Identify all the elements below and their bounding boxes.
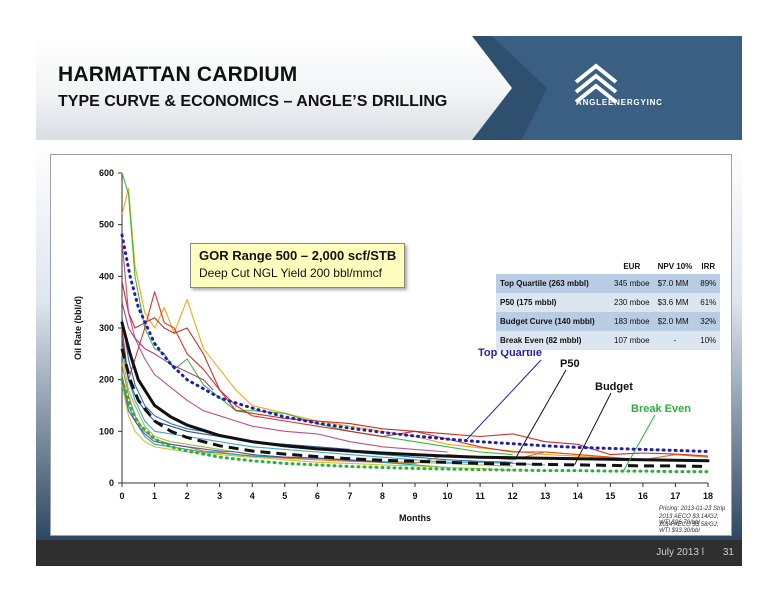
well-series-line-2 [121, 172, 513, 456]
ngl-yield-text: Deep Cut NGL Yield 200 bbl/mmcf [199, 266, 382, 280]
x-tick-label: 13 [540, 491, 550, 501]
y-tick-label: 600 [99, 168, 114, 178]
type-curve-chart: 0 1 2 3 4 5 6 7 8 9 10 11 12 13 14 15 16 17 18010020030040… [73, 168, 713, 523]
y-axis-title: Oil Rate (bbl/d) [73, 296, 83, 360]
y-tick-label: 0 [109, 478, 114, 488]
y-tick-label: 400 [99, 271, 114, 281]
y-tick-label: 100 [99, 426, 114, 436]
budget-pointer [574, 392, 612, 466]
slide-subtitle: TYPE CURVE & ECONOMICS – ANGLE’S DRILLIN… [58, 93, 448, 110]
slide-header: HARMATTAN CARDIUM TYPE CURVE & ECONOMICS… [36, 36, 742, 140]
row-label: P50 (175 mbbl) [496, 293, 610, 312]
x-tick-label: 16 [638, 491, 648, 501]
y-tick-label: 500 [99, 220, 114, 230]
x-tick-label: 17 [670, 491, 680, 501]
eur-value: 183 mboe [610, 312, 654, 331]
footer-date: July 2013 l [656, 547, 704, 558]
p50-pointer [515, 369, 567, 458]
y-tick-label: 200 [99, 375, 114, 385]
p50-label: P50 [560, 358, 580, 370]
pricing-line1: Pricing: 2013-01-23 Strip [659, 506, 726, 512]
logo-text: ANGLEENERGYINC [576, 98, 663, 107]
x-tick-label: 5 [282, 491, 287, 501]
slide-footer: July 2013 l 31 [36, 540, 742, 566]
slide-title: HARMATTAN CARDIUM [58, 63, 298, 86]
economics-header-blank [496, 258, 610, 274]
break-even-type-curve [120, 378, 710, 474]
slide-body: 0 1 2 3 4 5 6 7 8 9 10 11 12 13 14 15 16 17 18 0 100 200 300 40… [36, 140, 742, 540]
well-series-line-1 [121, 187, 709, 462]
npv-value: $3.6 MM [653, 293, 697, 312]
x-tick-label: 0 [119, 491, 124, 501]
economics-row-break-even: Break Even (82 mbbl) 107 mboe - 10% [496, 331, 721, 350]
x-tick-label: 18 [703, 491, 713, 501]
well-series-line-4 [121, 291, 611, 458]
well-series-line-13 [121, 384, 513, 471]
break-even-label: Break Even [631, 403, 691, 415]
well-series-line-11 [121, 302, 214, 391]
x-tick-label: 10 [443, 491, 453, 501]
pricing-line3: 2014 AECO $3.58/GJ; WTI $93.30/bbl [659, 522, 719, 534]
gor-callout: GOR Range 500 – 2,000 scf/STB Deep Cut N… [190, 243, 405, 288]
top-quartile-pointer [466, 359, 542, 440]
eur-value: 345 mboe [610, 274, 654, 293]
x-tick-label: 14 [573, 491, 583, 501]
page-number: 31 [722, 547, 734, 558]
pricing-line2: 2013 AECO $3.14/GJ; WTI $96.70/bbl [659, 514, 719, 526]
break-even-pointer [622, 414, 656, 472]
x-tick-label: 1 [152, 491, 157, 501]
x-tick-label: 3 [217, 491, 222, 501]
x-tick-label: 6 [315, 491, 320, 501]
slide: HARMATTAN CARDIUM TYPE CURVE & ECONOMICS… [36, 36, 742, 566]
x-tick-label: 2 [185, 491, 190, 501]
economics-header-row: EUR NPV 10% IRR [496, 258, 720, 274]
y-tick-label: 300 [99, 323, 114, 333]
npv-value: $7.0 MM [653, 274, 697, 293]
x-axis-title: Months [399, 513, 431, 523]
budget-label: Budget [595, 381, 633, 393]
eur-value: 230 mboe [610, 293, 654, 312]
economics-row-p50: P50 (175 mbbl) 230 mboe $3.6 MM 61% [496, 293, 721, 312]
economics-row-budget: Budget Curve (140 mbbl) 183 mboe $2.0 MM… [496, 312, 721, 331]
row-label: Budget Curve (140 mbbl) [496, 312, 610, 331]
economics-header-eur: EUR [623, 261, 641, 271]
x-tick-label: 7 [347, 491, 352, 501]
row-label: Break Even (82 mbbl) [496, 331, 610, 350]
irr-value: 32% [696, 312, 721, 331]
x-tick-label: 11 [475, 491, 485, 501]
x-tick-label: 12 [508, 491, 518, 501]
row-label: Top Quartile (263 mbbl) [496, 274, 610, 293]
x-tick-label: 4 [250, 491, 255, 501]
angle-logo-icon [574, 63, 618, 104]
irr-value: 61% [696, 293, 721, 312]
economics-header-npv: NPV 10% [657, 261, 693, 271]
irr-value: 89% [696, 274, 721, 293]
well-series-line-5 [121, 240, 448, 453]
x-tick-label: 8 [380, 491, 385, 501]
logo-panel [472, 36, 742, 140]
p50-type-curve [120, 321, 710, 463]
x-tick-label: 15 [605, 491, 615, 501]
economics-table: EUR NPV 10% IRR Top Quartile (263 mbbl) … [496, 258, 721, 350]
npv-value: - [653, 331, 697, 350]
npv-value: $2.0 MM [653, 312, 697, 331]
economics-header-irr: IRR [701, 261, 716, 271]
top-quartile-type-curve [120, 233, 710, 453]
economics-row-top-quartile: Top Quartile (263 mbbl) 345 mboe $7.0 MM… [496, 274, 721, 293]
irr-value: 10% [696, 331, 721, 350]
gor-range-text: GOR Range 500 – 2,000 scf/STB [199, 248, 397, 263]
well-series-line-9 [121, 364, 709, 464]
x-tick-label: 9 [412, 491, 417, 501]
eur-value: 107 mboe [610, 331, 654, 350]
top-quartile-label: Top Quartile [478, 347, 542, 359]
